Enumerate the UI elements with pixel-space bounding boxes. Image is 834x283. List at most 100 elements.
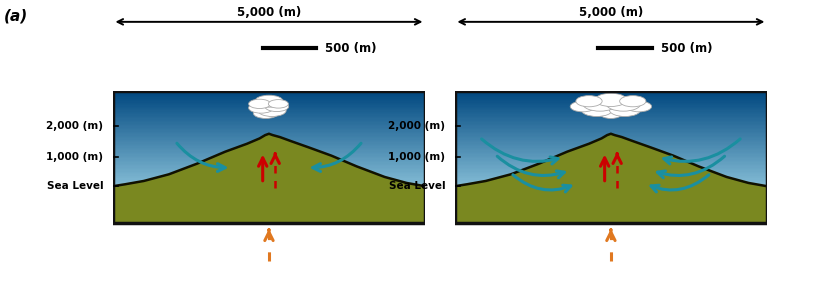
Polygon shape: [455, 112, 767, 113]
Polygon shape: [455, 220, 767, 221]
Circle shape: [269, 100, 289, 108]
Polygon shape: [455, 157, 767, 158]
Polygon shape: [113, 178, 425, 180]
Text: Sea Level: Sea Level: [389, 181, 445, 191]
Circle shape: [581, 103, 612, 117]
Polygon shape: [113, 217, 425, 218]
Polygon shape: [113, 105, 425, 106]
Polygon shape: [113, 93, 425, 95]
Polygon shape: [455, 113, 767, 115]
Polygon shape: [113, 205, 425, 206]
Polygon shape: [455, 203, 767, 205]
Polygon shape: [455, 166, 767, 168]
Polygon shape: [113, 149, 425, 150]
Polygon shape: [113, 200, 425, 201]
Polygon shape: [455, 160, 767, 161]
Polygon shape: [113, 186, 425, 188]
Circle shape: [258, 104, 286, 117]
Polygon shape: [113, 95, 425, 96]
Polygon shape: [455, 137, 767, 138]
Polygon shape: [455, 146, 767, 148]
Polygon shape: [113, 117, 425, 119]
Polygon shape: [455, 169, 767, 170]
Polygon shape: [113, 141, 425, 142]
Polygon shape: [455, 161, 767, 162]
Polygon shape: [113, 92, 425, 93]
Polygon shape: [113, 91, 425, 92]
Polygon shape: [113, 173, 425, 174]
Polygon shape: [113, 180, 425, 181]
Polygon shape: [598, 144, 624, 224]
Polygon shape: [455, 158, 767, 160]
Polygon shape: [113, 213, 425, 214]
Polygon shape: [455, 185, 767, 186]
Polygon shape: [455, 101, 767, 102]
Polygon shape: [113, 174, 425, 176]
Polygon shape: [113, 136, 425, 137]
Circle shape: [610, 103, 641, 117]
Polygon shape: [113, 182, 425, 184]
Polygon shape: [113, 121, 425, 123]
Polygon shape: [455, 105, 767, 106]
Polygon shape: [455, 108, 767, 109]
Polygon shape: [455, 217, 767, 218]
Polygon shape: [113, 190, 425, 192]
Polygon shape: [113, 144, 425, 145]
Polygon shape: [455, 154, 767, 156]
Polygon shape: [455, 218, 767, 220]
Polygon shape: [113, 120, 425, 121]
Polygon shape: [455, 136, 767, 137]
Polygon shape: [455, 194, 767, 196]
Polygon shape: [113, 134, 425, 136]
Polygon shape: [455, 127, 767, 128]
Polygon shape: [113, 211, 425, 213]
Circle shape: [249, 102, 274, 113]
Polygon shape: [455, 97, 767, 98]
Polygon shape: [113, 189, 425, 190]
Polygon shape: [113, 109, 425, 110]
Polygon shape: [455, 98, 767, 100]
Polygon shape: [455, 173, 767, 174]
Polygon shape: [455, 178, 767, 180]
Polygon shape: [113, 160, 425, 161]
Circle shape: [254, 108, 279, 119]
Polygon shape: [113, 192, 425, 193]
Polygon shape: [113, 123, 425, 124]
Polygon shape: [113, 157, 425, 158]
Circle shape: [570, 101, 595, 112]
Polygon shape: [113, 146, 425, 148]
Polygon shape: [113, 127, 425, 128]
Polygon shape: [455, 153, 767, 154]
Polygon shape: [113, 152, 425, 153]
Polygon shape: [455, 128, 767, 129]
Polygon shape: [113, 222, 425, 224]
Polygon shape: [113, 168, 425, 169]
Polygon shape: [113, 165, 425, 166]
Polygon shape: [113, 134, 425, 224]
Polygon shape: [113, 158, 425, 160]
Polygon shape: [256, 146, 282, 224]
Polygon shape: [113, 129, 425, 130]
Polygon shape: [455, 100, 767, 101]
Polygon shape: [113, 128, 425, 129]
Polygon shape: [113, 193, 425, 194]
Polygon shape: [455, 115, 767, 116]
Polygon shape: [113, 142, 425, 144]
Polygon shape: [113, 115, 425, 116]
Polygon shape: [455, 209, 767, 210]
Polygon shape: [455, 180, 767, 181]
Polygon shape: [455, 93, 767, 95]
Polygon shape: [113, 206, 425, 207]
Polygon shape: [113, 153, 425, 154]
Polygon shape: [113, 101, 425, 102]
Polygon shape: [113, 104, 425, 105]
Polygon shape: [455, 152, 767, 153]
Text: 5,000 (m): 5,000 (m): [579, 6, 643, 19]
Polygon shape: [455, 125, 767, 127]
Polygon shape: [455, 95, 767, 96]
Polygon shape: [455, 149, 767, 150]
Polygon shape: [455, 117, 767, 119]
Polygon shape: [455, 140, 767, 141]
Polygon shape: [455, 133, 767, 134]
Polygon shape: [455, 142, 767, 144]
